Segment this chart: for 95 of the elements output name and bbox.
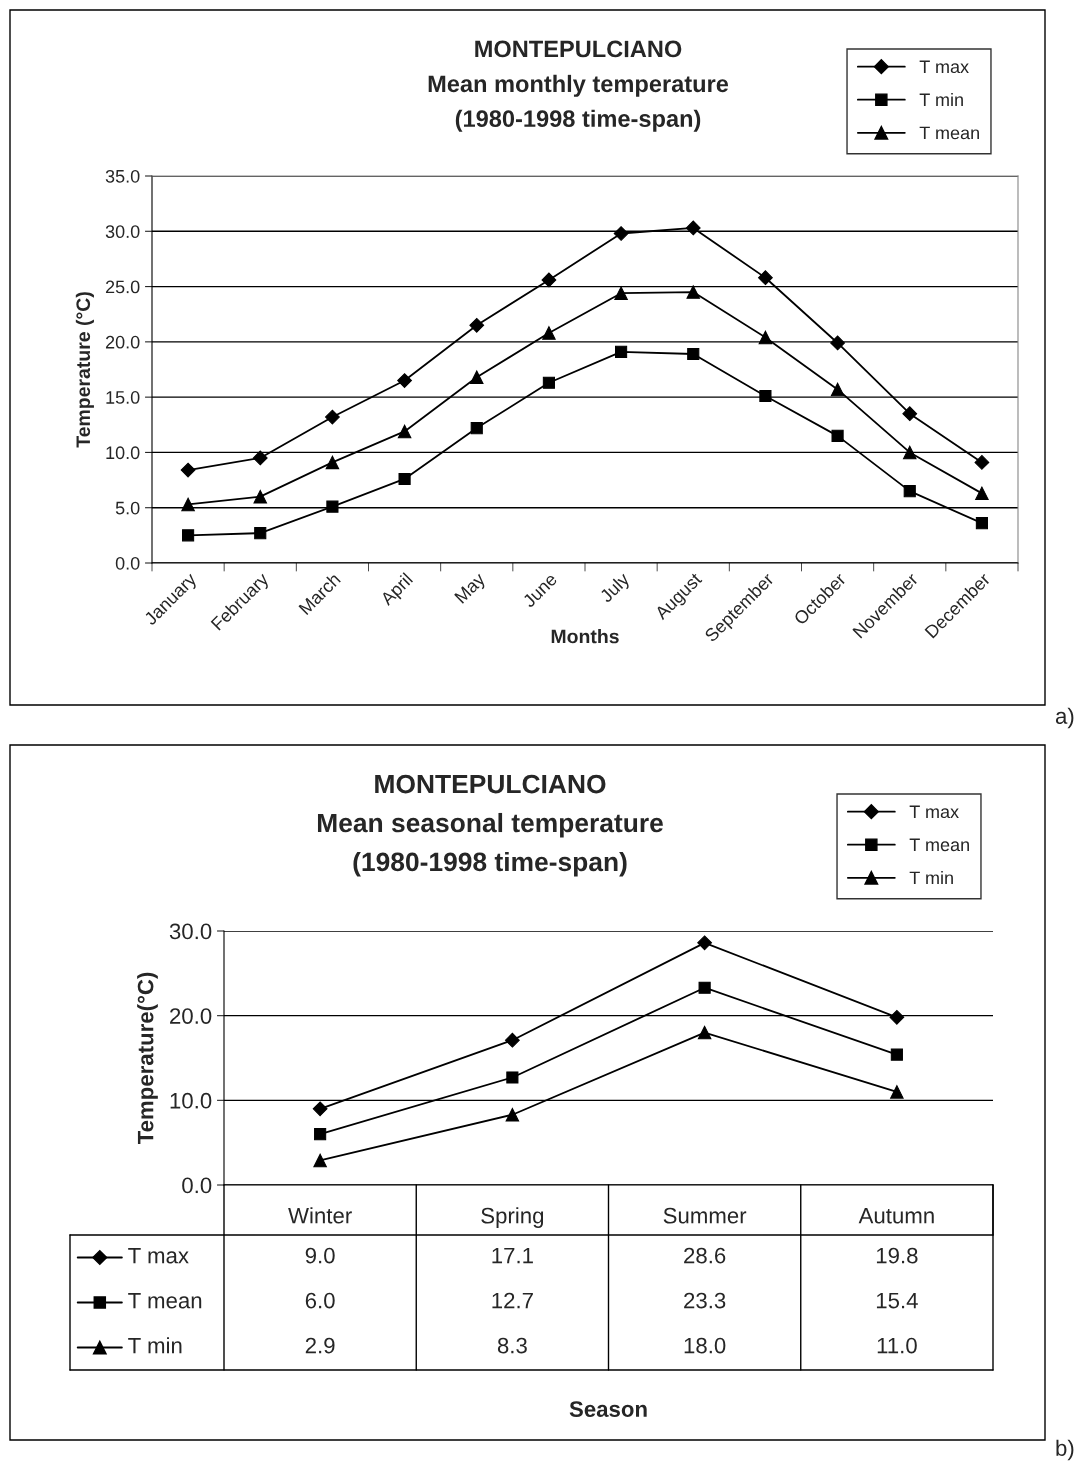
point — [698, 981, 711, 994]
y-tick-label: 10.0 — [106, 446, 140, 460]
point — [470, 422, 483, 435]
data-label: 8.3 — [497, 1337, 527, 1354]
point — [254, 527, 267, 540]
point — [542, 376, 555, 389]
x-axis-title: Months — [551, 629, 619, 644]
point — [687, 347, 700, 361]
legend-label: T min — [919, 92, 963, 107]
y-tick-label: 30.0 — [169, 923, 212, 940]
text: T max — [128, 1247, 189, 1264]
point — [252, 450, 268, 466]
point — [903, 485, 916, 498]
point — [326, 500, 339, 513]
point — [398, 472, 411, 486]
point — [325, 409, 340, 425]
point — [759, 389, 772, 403]
point — [397, 424, 412, 439]
y-axis-title: Temperature (°C) — [75, 292, 94, 448]
x-tick-label: Autumn — [858, 1208, 934, 1224]
point — [830, 382, 845, 397]
point — [974, 454, 990, 470]
point — [506, 1071, 519, 1084]
x-tick-label: Summer — [663, 1207, 747, 1224]
point — [615, 345, 628, 358]
point — [181, 497, 195, 512]
text: b) — [1056, 1439, 1074, 1461]
point — [182, 529, 195, 542]
point — [697, 935, 713, 951]
data-label: 11.0 — [877, 1337, 917, 1354]
point — [890, 1048, 903, 1061]
point — [542, 326, 556, 340]
point — [831, 429, 844, 442]
x-tick-label: Spring — [481, 1207, 544, 1228]
y-axis-title: Temperature(°C) — [137, 972, 158, 1145]
point — [180, 462, 196, 478]
y-tick-label: 10.0 — [170, 1092, 212, 1109]
point — [686, 285, 701, 299]
y-tick-label: 30.0 — [105, 225, 140, 239]
legend-label: T min — [909, 871, 953, 885]
data-label: 23.3 — [684, 1292, 726, 1309]
chart-title: MONTEPULCIANO Mean monthly temperature (1980-1998 time-span) — [428, 40, 729, 132]
data-label: 12.7 — [492, 1292, 533, 1309]
point — [313, 1153, 327, 1168]
point — [902, 445, 917, 460]
x-tick-label: July — [598, 571, 633, 606]
chart-title: MONTEPULCIANO Mean seasonal temperature (1980-1998 time-span) — [317, 774, 663, 877]
legend-label: T max — [919, 60, 969, 74]
point — [253, 489, 268, 504]
y-tick-label: 15.0 — [106, 391, 140, 404]
text: T mean — [128, 1292, 202, 1309]
point — [889, 1009, 905, 1025]
legend-label: T max — [909, 805, 959, 819]
point — [314, 1128, 327, 1141]
data-label: 28.6 — [684, 1247, 726, 1264]
point — [697, 1025, 712, 1040]
point — [325, 455, 340, 470]
x-tick-label: May — [454, 571, 489, 607]
point — [902, 406, 918, 422]
point — [505, 1107, 520, 1122]
point — [397, 373, 412, 388]
x-tick-label: Winter — [288, 1207, 352, 1224]
point — [541, 272, 557, 288]
point — [312, 1101, 328, 1117]
data-label: 9.0 — [305, 1247, 335, 1264]
point — [614, 286, 628, 300]
point — [469, 317, 485, 333]
data-label: 2.9 — [305, 1337, 335, 1354]
data-label: 17.1 — [492, 1247, 533, 1264]
point — [758, 270, 773, 286]
point — [685, 220, 701, 236]
point — [504, 1032, 520, 1048]
point — [469, 370, 484, 385]
data-label: 6.0 — [305, 1292, 335, 1309]
point — [613, 226, 629, 241]
point — [830, 335, 845, 351]
x-axis-title: Season — [569, 1401, 647, 1417]
point — [758, 330, 773, 345]
text: a) — [1055, 707, 1074, 729]
point — [975, 517, 988, 530]
y-tick-label: 0.0 — [182, 1177, 212, 1194]
y-tick-label: 5.0 — [115, 501, 140, 515]
y-tick-label: 0.0 — [115, 556, 140, 570]
y-tick-label: 35.0 — [105, 169, 140, 183]
y-tick-label: 25.0 — [105, 280, 140, 294]
data-label: 19.8 — [876, 1247, 918, 1264]
data-label: 15.4 — [876, 1292, 918, 1309]
point — [890, 1085, 904, 1099]
y-tick-label: 20.0 — [105, 335, 140, 349]
y-tick-label: 20.0 — [170, 1008, 212, 1024]
legend-label: T mean — [909, 838, 969, 852]
point — [975, 486, 989, 501]
data-label: 18.0 — [684, 1337, 726, 1354]
legend-label: T mean — [919, 126, 979, 140]
text: T min — [128, 1337, 182, 1354]
